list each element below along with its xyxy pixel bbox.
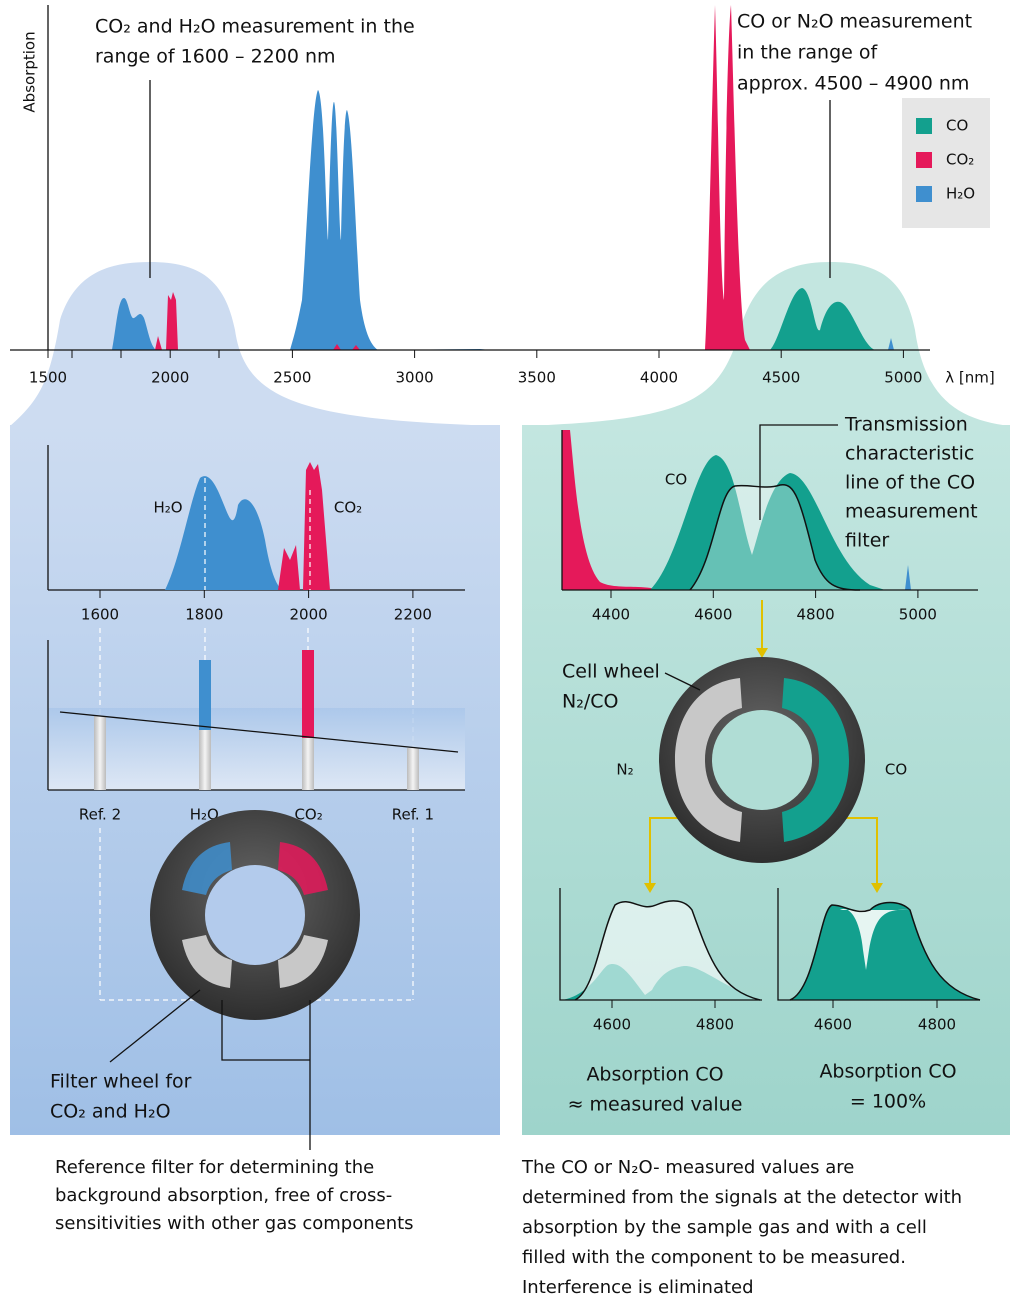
result: = 100% [850,1091,926,1113]
footnote: determined from the signals at the detec… [522,1187,962,1208]
y-label: Absorption [21,31,39,112]
tick-label: 2000 [151,369,189,387]
legend-swatch [916,152,932,168]
legend-label: H₂O [946,185,975,203]
footnote: Interference is eliminated [522,1277,754,1296]
spectrum-label: CO [665,471,687,489]
caption: line of the CO [845,472,975,494]
tick-label: 4600 [814,1016,852,1034]
x-unit: λ [nm] [945,369,994,387]
tick-label: 4600 [694,606,732,624]
tick-label: 5000 [884,369,922,387]
caption: Transmission [844,414,968,436]
ref-bar [94,716,106,790]
legend-swatch [916,186,932,202]
caption: Filter wheel for [50,1071,192,1093]
caption: measurement [845,501,978,523]
annotation: CO or N₂O measurement [737,11,972,33]
legend-label: CO [946,117,968,135]
bar-label: Ref. 2 [79,806,121,824]
caption: Cell wheel [562,661,660,683]
annotation: approx. 4500 – 4900 nm [737,73,969,95]
caption: filter [845,530,889,552]
annotation: range of 1600 – 2200 nm [95,46,336,68]
wheel-label: CO [885,761,907,779]
footnote: absorption by the sample gas and with a … [522,1217,927,1238]
co2-bar [302,650,314,738]
spectrum-label: CO₂ [334,499,362,517]
result: Absorption CO [586,1064,723,1086]
tick-label: 1800 [185,606,223,624]
tick-label: 4000 [640,369,678,387]
cell-wheel [659,657,865,863]
zoom-right [522,262,1010,426]
tick-label: 1500 [29,369,67,387]
bar-label: Ref. 1 [392,806,434,824]
tick-label: 4600 [593,1016,631,1034]
wheel-label: N₂ [616,761,633,779]
spectrum-label: H₂O [153,499,182,517]
zoom-left [10,262,500,426]
caption: characteristic [845,443,974,465]
ref-bar [199,730,211,790]
caption: CO₂ and H₂O [50,1101,171,1123]
tick-label: 4400 [592,606,630,624]
tick-label: 4500 [762,369,800,387]
h2o-bar [199,660,211,730]
result: Absorption CO [819,1061,956,1083]
tick-label: 4800 [696,1016,734,1034]
footnote: Reference filter for determining the [55,1157,374,1178]
legend-swatch [916,118,932,134]
legend-label: CO₂ [946,151,974,169]
filter-wheel [150,810,360,1020]
tick-label: 1600 [81,606,119,624]
tick-label: 3500 [518,369,556,387]
annotation: in the range of [737,42,878,64]
result: ≈ measured value [568,1094,743,1116]
tick-label: 3000 [396,369,434,387]
footnote: sensitivities with other gas components [55,1213,414,1234]
diagram: Absorption λ [nm] 1500 2000 2500 3000 3500 40… [0,0,1010,1296]
caption: N₂/CO [562,691,618,713]
tick-label: 2000 [290,606,328,624]
footnote: filled with the component to be measured… [522,1247,906,1268]
tick-label: 4800 [797,606,835,624]
tick-label: 5000 [899,606,937,624]
ref-bar [407,748,419,790]
footnote: background absorption, free of cross- [55,1185,392,1206]
tick-label: 2200 [394,606,432,624]
tick-label: 2500 [273,369,311,387]
tick-label: 4800 [918,1016,956,1034]
annotation: CO₂ and H₂O measurement in the [95,16,415,38]
ref-bar [302,738,314,790]
footnote: The CO or N₂O- measured values are [521,1157,854,1178]
